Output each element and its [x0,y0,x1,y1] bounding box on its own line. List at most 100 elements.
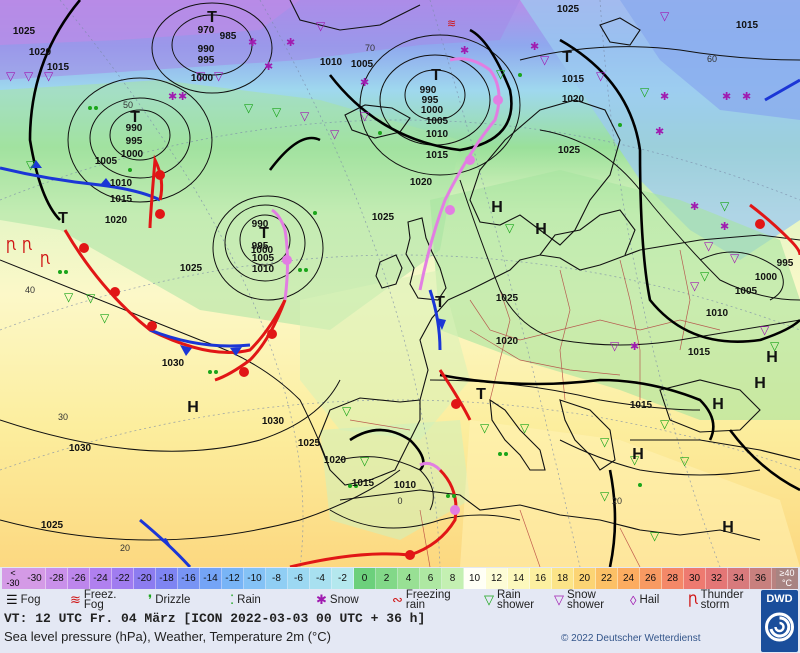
scale-cell: 16 [530,568,552,589]
svg-text:▽: ▽ [64,290,74,304]
svg-text:✱: ✱ [168,90,177,103]
svg-text:✱: ✱ [690,200,699,213]
scale-cell: -12 [222,568,244,589]
scale-cell: -8 [266,568,288,589]
svg-text:▽: ▽ [24,69,34,83]
svg-text:▽: ▽ [680,454,690,468]
svg-text:▽: ▽ [342,404,352,418]
svg-text:▽: ▽ [214,69,224,83]
europe-field [430,170,800,420]
isobar-label: 1010 [706,308,729,319]
pressure-center-label: H [712,396,724,413]
svg-text:▽: ▽ [700,269,710,283]
snow-shower-symbols: ▽ ▽ ▽ ▽ ▽ ▽ ▽ ▽ ▽ ▽ ▽ ▽ ▽ ▽ ▽ ▽ ▽ [6,9,770,353]
temperature-scale-low: < -30 [2,568,24,589]
scale-cell: 24 [618,568,640,589]
scale-high-top: ≥40 [779,568,795,578]
svg-text:✱: ✱ [722,90,731,103]
svg-text:▽: ▽ [360,454,370,468]
pressure-center-label: H [754,375,766,392]
shower-symbols: ▽ ▽ ▽ ▽ ▽ ▽ ▽ ▽ ▽ ▽ ▽ ▽ ▽ ▽ ▽ ▽ ▽ ▽ ▽ ▽ ▽ ▽ [26,67,780,543]
scale-cell: 14 [508,568,530,589]
isobar-label: 990 [420,85,437,96]
svg-text:✱: ✱ [264,60,273,73]
pressure-center-label: T [431,67,441,84]
legend-symbol-label: Fog [20,594,41,606]
svg-text:▽: ▽ [196,69,206,83]
scale-cell: -2 [332,568,354,589]
copyright: © 2022 Deutscher Wetterdienst [561,633,701,644]
scale-low-bottom: -30 [6,578,20,588]
fronts [0,57,800,567]
scale-cell: 0 [354,568,376,589]
svg-text:✱: ✱ [720,220,729,233]
isobar-label: 1010 [110,178,133,189]
legend-symbol-label: Freez. Fog [83,589,117,611]
isobars-1015 [28,0,800,567]
scale-cell: 2 [376,568,398,589]
legend-symbol-label: Snow shower [567,589,605,611]
scale-cell: -10 [244,568,266,589]
legend-symbol: ✱ Snow [316,590,359,610]
scale-cell: -24 [90,568,112,589]
isobar-label: 1020 [496,336,519,347]
svg-text:▽: ▽ [650,529,660,543]
isobar-label: 990 [198,44,215,55]
isobar-label: 995 [422,95,439,106]
rain-symbols [58,73,642,498]
svg-text:▽: ▽ [690,279,700,293]
svg-text:✱: ✱ [742,90,751,103]
isobar-label: 1000 [421,105,444,116]
svg-text:▽: ▽ [300,109,310,123]
pressure-center-label: H [491,199,503,216]
freezing-fog-symbols: ≋ [447,17,456,30]
svg-text:▽: ▽ [760,323,770,337]
isobar-label: 1015 [562,74,585,85]
scale-cell: -4 [310,568,332,589]
scale-cell: -26 [68,568,90,589]
temperature-label: 30 [58,412,68,422]
temperature-label: 40 [25,285,35,295]
weather-map[interactable]: ▽ ▽ ▽ ▽ ▽ ▽ ▽ ▽ ▽ ▽ ▽ ▽ ▽ ▽ ▽ ▽ ▽ ▽ ▽ ▽ ▽ ▽ ✱ ✱ ✱ ✱ ✱ ✱ ✱ ✱… [0,0,800,567]
isobar-label: 1020 [562,94,585,105]
isobar-label: 1005 [351,59,374,70]
legend-symbol: ◊ Hail [630,590,659,610]
scale-low-top: < [10,568,16,578]
temperature-labels: 50 70 60 40 30 20 0 20 [25,43,717,553]
legend-symbol-label: Drizzle [155,594,191,606]
legend-panel: < -30 -30 -28 -26 -24 -22 -20 -18 -16 -14 -12 -10-… [0,567,800,653]
temperature-label: 70 [365,43,375,53]
isobar-label: 995 [252,241,269,252]
scale-cell: 30 [684,568,706,589]
pressure-center-label: T [562,49,572,66]
legend-symbol-label: Hail [639,594,660,606]
isobar-label: 1030 [69,443,92,454]
scale-cell: 10 [464,568,486,589]
dwd-logo[interactable]: DWD [761,590,798,652]
isobar-label: 1010 [320,57,343,68]
temperature-label: 20 [612,496,622,506]
legend-symbol-label: Thunder storm [700,589,744,611]
svg-text:▽: ▽ [86,291,96,305]
svg-text:▽: ▽ [480,421,490,435]
isobar-label: 1025 [372,212,395,223]
pressure-center-label: T [130,109,140,126]
isobar-label: 1000 [191,73,214,84]
isobar-label: 1015 [110,194,133,205]
legend-symbol: ▽ Snow shower [554,589,605,611]
scale-cell: 18 [552,568,574,589]
isobar-label: 1020 [105,215,128,226]
scale-cell: 8 [442,568,464,589]
hail-icon: ◊ [630,592,637,608]
svg-text:▽: ▽ [44,69,54,83]
isobar-label: 1020 [410,177,433,188]
isobar-label: 1030 [162,358,185,369]
isobar-label: 1010 [252,264,275,275]
legend-symbol: ∾ Freezing rain [392,589,451,611]
svg-text:▽: ▽ [244,101,254,115]
legend-symbol-label: Freezing rain [405,589,451,611]
isobar-label: 1005 [735,286,758,297]
svg-text:▽: ▽ [640,85,650,99]
pressure-center-label: H [187,399,199,416]
scale-cell: 32 [706,568,728,589]
